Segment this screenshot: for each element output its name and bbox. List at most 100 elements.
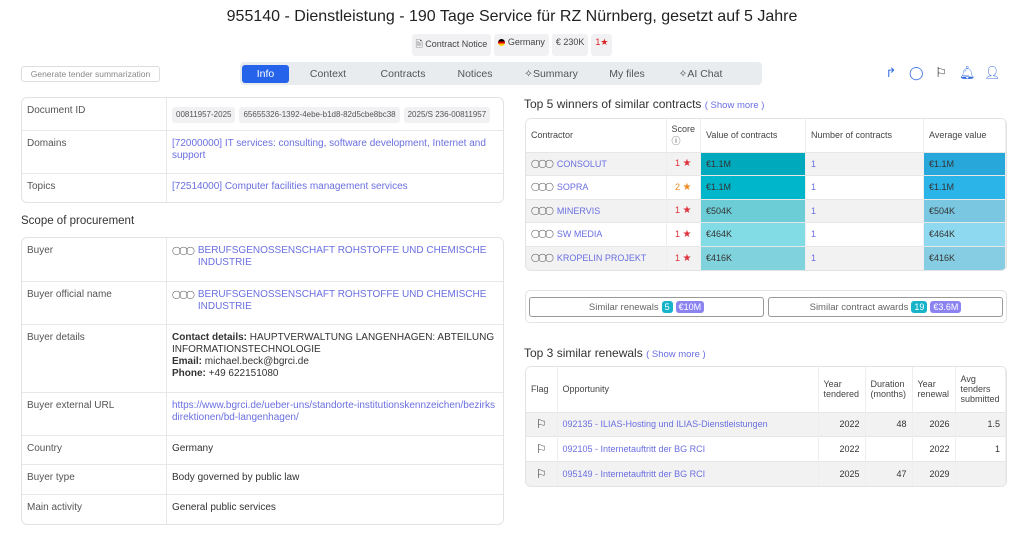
value-cell: €1.1M — [700, 175, 807, 199]
official-name-link[interactable]: BERUFSGENOSSENSCHAFT ROHSTOFFE UND CHEMI… — [197, 289, 487, 312]
star-icon: ★ — [682, 205, 692, 217]
comment-icon[interactable]: ◯ — [909, 65, 924, 80]
score-cell: 1 ★ — [666, 222, 702, 246]
buyer-link[interactable]: BERUFSGENOSSENSCHAFT ROHSTOFFE UND CHEMI… — [197, 245, 487, 268]
tab-info[interactable]: Info — [242, 64, 289, 83]
winner-row: ◯◯◯ SW MEDIA 1 ★ €464K 1 €464K — [526, 222, 1006, 246]
document-id-row: Document ID 00811957-2025 65655326-1392-4… — [22, 98, 503, 130]
contractor-link[interactable]: SOPRA — [556, 182, 589, 193]
organization-icon: ◯◯◯ — [531, 158, 554, 168]
renewals-heading: Top 3 similar renewals ( Show more ) — [524, 346, 706, 360]
show-more-renewals-link[interactable]: ( Show more ) — [646, 349, 706, 360]
country-badge: Germany — [494, 34, 549, 56]
value-cell: €416K — [700, 245, 807, 270]
generate-summary-button[interactable]: Generate tender summarization — [21, 66, 160, 82]
organization-icon: ◯◯◯ — [531, 205, 554, 215]
average-cell: €504K — [923, 198, 1006, 223]
tab-notices[interactable]: Notices — [457, 67, 493, 80]
opportunity-link[interactable]: 095149 - Internetauftritt der BG RCI — [557, 460, 819, 486]
share-icon[interactable]: ↱ — [885, 65, 897, 80]
organization-icon: ◯◯◯ — [531, 253, 554, 262]
opportunity-link[interactable]: 092105 - Internetauftritt der BG RCI — [557, 436, 819, 461]
organization-icon: ◯◯◯ — [531, 229, 554, 239]
buyer-url-link[interactable]: https://www.bgrci.de/ueber-uns/standorte… — [172, 400, 495, 423]
flag-icon[interactable]: ⚐ — [526, 411, 558, 437]
show-more-winners-link[interactable]: ( Show more ) — [704, 100, 765, 111]
official-name-row: Buyer official name ◯◯◯ BERUFSGENOSSENSCHA… — [22, 281, 503, 324]
winners-heading: Top 5 winners of similar contracts ( Sho… — [524, 97, 765, 111]
star-icon: ★ — [682, 252, 692, 264]
url-row: Buyer external URL https://www.bgrci.de/u… — [22, 392, 503, 435]
organization-icon: ◯◯◯ — [172, 246, 195, 255]
german-flag-icon — [498, 39, 506, 46]
winner-row: ◯◯◯ KROPELIN PROJEKT 1 ★ €416K 1 €416K — [526, 245, 1006, 270]
page-title: 955140 - Dienstleistung - 190 Tage Servi… — [226, 8, 798, 25]
topic-link[interactable]: [72514000] Computer facilities managemen… — [172, 181, 408, 192]
star-icon: ★ — [682, 181, 692, 193]
winners-table: Contractor Score ⓘ Value of contracts Num… — [525, 118, 1007, 271]
tab-my-files[interactable]: My files — [609, 67, 645, 80]
contractor-link[interactable]: SW MEDIA — [556, 229, 603, 240]
organization-icon: ◯◯◯ — [172, 290, 195, 299]
document-id-chip: 2025/S 236-00811957 — [403, 107, 491, 123]
domains-row: Domains [72000000] IT services: consultin… — [22, 130, 503, 173]
winner-row: ◯◯◯ CONSOLUT 1 ★ €1.1M 1 €1.1M — [526, 151, 1006, 176]
value-badge: € 230K — [551, 34, 589, 56]
country-row: Country Germany — [22, 435, 503, 464]
similar-buttons-box: Similar renewals 5 €10M Similar contract a… — [525, 290, 1007, 323]
sparkle-icon: ✧ — [524, 67, 533, 80]
average-cell: €1.1M — [923, 175, 1006, 199]
similar-awards-button[interactable]: Similar contract awards 19 €3.6M — [768, 297, 1003, 317]
flag-icon[interactable]: ⚐ — [935, 65, 947, 80]
contractor-link[interactable]: KROPELIN PROJEKT — [556, 253, 647, 263]
document-id-chip: 65655326-1392-4ebe-b1d8-82d5cbe8bc38 — [239, 107, 400, 123]
add-user-icon[interactable]: 👤︎ — [984, 65, 1001, 80]
domain-link[interactable]: [72000000] IT services: consulting, soft… — [172, 138, 486, 161]
main-activity-row: Main activity General public services — [22, 494, 503, 524]
count-cell[interactable]: 1 — [805, 175, 925, 199]
winner-row: ◯◯◯ MINERVIS 1 ★ €504K 1 €504K — [526, 198, 1006, 223]
sparkle-icon: ✧ — [678, 67, 688, 80]
info-icon[interactable]: ⓘ — [671, 135, 681, 146]
score-badge: 1★ — [591, 34, 613, 56]
count-cell[interactable]: 1 — [805, 222, 925, 246]
contractor-link[interactable]: CONSOLUT — [556, 158, 607, 169]
value-cell: €1.1M — [700, 151, 807, 176]
score-cell: 1 ★ — [666, 198, 702, 223]
renewal-row: ⚐ 095149 - Internetauftritt der BG RCI 2… — [526, 460, 1006, 486]
count-cell[interactable]: 1 — [805, 198, 925, 223]
value-cell: €464K — [700, 222, 807, 246]
average-cell: €464K — [923, 222, 1006, 246]
info-card: Document ID 00811957-2025 65655326-1392-4… — [21, 97, 504, 203]
topics-row: Topics [72514000] Computer facilities man… — [22, 173, 503, 202]
scope-card: Buyer ◯◯◯ BERUFSGENOSSENSCHAFT ROHSTOFFE U… — [21, 237, 504, 525]
flag-icon[interactable]: ⚐ — [526, 436, 558, 461]
star-icon: ★ — [682, 158, 692, 170]
average-cell: €416K — [923, 245, 1006, 270]
badge-row: 🗎 Contract Notice Germany € 230K 1★ — [0, 34, 1024, 56]
score-cell: 2 ★ — [666, 175, 702, 199]
score-cell: 1 ★ — [666, 151, 702, 176]
similar-renewals-button[interactable]: Similar renewals 5 €10M — [529, 297, 764, 317]
opportunity-link[interactable]: 092135 - ILIAS-Hosting und ILIAS-Dienstl… — [557, 411, 819, 437]
tab-contracts[interactable]: Contracts — [380, 67, 426, 80]
organization-icon: ◯◯◯ — [531, 182, 554, 192]
value-cell: €504K — [700, 198, 807, 223]
renewals-table: Flag Opportunity Year tendered Duration … — [525, 366, 1007, 487]
flag-icon[interactable]: ⚐ — [526, 460, 558, 486]
score-cell: 1 ★ — [666, 245, 702, 270]
tab-context[interactable]: Context — [309, 67, 347, 80]
tab-ai-chat[interactable]: ✧ AI Chat — [678, 67, 723, 80]
average-cell: €1.1M — [923, 151, 1006, 176]
document-id-chip: 00811957-2025 — [172, 107, 236, 123]
document-icon: 🗎 — [415, 39, 426, 49]
tab-summary[interactable]: ✧ Summary — [524, 67, 578, 80]
notice-type-badge: 🗎 Contract Notice — [411, 34, 492, 56]
count-cell[interactable]: 1 — [805, 151, 925, 176]
winner-row: ◯◯◯ SOPRA 2 ★ €1.1M 1 €1.1M — [526, 175, 1006, 199]
buyer-row: Buyer ◯◯◯ BERUFSGENOSSENSCHAFT ROHSTOFFE U… — [22, 238, 503, 281]
contractor-link[interactable]: MINERVIS — [556, 205, 601, 216]
bell-icon[interactable]: 🔔︎ — [959, 65, 976, 80]
count-cell[interactable]: 1 — [805, 245, 925, 270]
scope-heading: Scope of procurement — [21, 215, 135, 227]
